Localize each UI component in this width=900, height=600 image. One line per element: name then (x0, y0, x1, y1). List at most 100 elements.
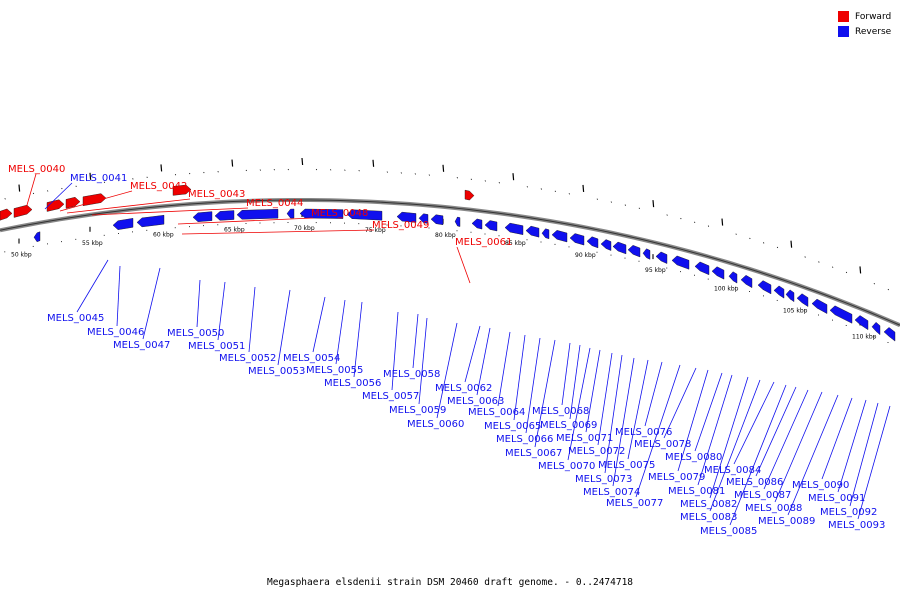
gene-label[interactable]: MELS_0070 (538, 461, 595, 472)
gene-label[interactable]: MELS_0060 (407, 419, 464, 430)
reverse-gene[interactable] (396, 211, 417, 223)
gene-label[interactable]: MELS_0089 (758, 516, 815, 527)
gene-label[interactable]: MELS_0077 (606, 498, 663, 509)
forward-gene[interactable] (172, 184, 192, 196)
gene-label[interactable]: MELS_0090 (792, 480, 849, 491)
reverse-gene[interactable] (796, 293, 809, 307)
gene-label[interactable]: MELS_0086 (726, 477, 783, 488)
gene-label[interactable]: MELS_0075 (598, 460, 655, 471)
gene-label[interactable]: MELS_0054 (283, 353, 340, 364)
gene-label[interactable]: MELS_0087 (734, 490, 791, 501)
forward-gene[interactable] (464, 189, 475, 201)
reverse-gene[interactable] (740, 275, 753, 289)
reverse-gene[interactable] (236, 208, 279, 220)
gene-label[interactable]: MELS_0050 (167, 328, 224, 339)
reverse-gene[interactable] (671, 255, 690, 270)
reverse-gene[interactable] (214, 210, 235, 221)
reverse-gene[interactable] (136, 214, 165, 228)
reverse-gene[interactable] (711, 266, 725, 280)
forward-gene[interactable] (0, 208, 13, 221)
gene-label[interactable]: MELS_0092 (820, 507, 877, 518)
gene-label[interactable]: MELS_0076 (615, 427, 672, 438)
gene-label[interactable]: MELS_0059 (389, 405, 446, 416)
reverse-gene[interactable] (504, 222, 524, 235)
gene-label[interactable]: MELS_0085 (700, 526, 757, 537)
reverse-gene[interactable] (785, 289, 795, 303)
reverse-gene[interactable] (883, 327, 896, 342)
gene-label[interactable]: MELS_0053 (248, 366, 305, 377)
gene-label[interactable]: MELS_0073 (575, 474, 632, 485)
gene-label[interactable]: MELS_0091 (808, 493, 865, 504)
reverse-gene[interactable] (33, 231, 41, 243)
gene-label[interactable]: MELS_0083 (680, 512, 737, 523)
gene-label[interactable]: MELS_0061 (455, 237, 512, 248)
reverse-gene[interactable] (299, 208, 344, 219)
forward-gene[interactable] (13, 204, 33, 218)
gene-label[interactable]: MELS_0068 (532, 406, 589, 417)
reverse-gene[interactable] (541, 228, 550, 240)
reverse-gene[interactable] (586, 236, 599, 249)
reverse-gene[interactable] (773, 285, 785, 299)
gene-label[interactable]: MELS_0046 (87, 327, 144, 338)
reverse-gene[interactable] (612, 241, 627, 255)
gene-label[interactable]: MELS_0055 (306, 365, 363, 376)
gene-label[interactable]: MELS_0049 (372, 220, 429, 231)
gene-label[interactable]: MELS_0071 (556, 433, 613, 444)
reverse-gene[interactable] (854, 315, 869, 331)
reverse-gene[interactable] (286, 208, 295, 219)
gene-label[interactable]: MELS_0044 (246, 198, 303, 209)
reverse-gene[interactable] (871, 322, 881, 336)
reverse-gene[interactable] (694, 261, 710, 276)
reverse-gene[interactable] (829, 305, 853, 324)
reverse-gene[interactable] (627, 245, 641, 258)
gene-label[interactable]: MELS_0064 (468, 407, 525, 418)
gene-label[interactable]: MELS_0062 (435, 383, 492, 394)
gene-label[interactable]: MELS_0057 (362, 391, 419, 402)
gene-label[interactable]: MELS_0078 (634, 439, 691, 450)
gene-label[interactable]: MELS_0058 (383, 369, 440, 380)
gene-label[interactable]: MELS_0067 (505, 448, 562, 459)
gene-label[interactable]: MELS_0069 (540, 420, 597, 431)
gene-label[interactable]: MELS_0042 (130, 181, 187, 192)
gene-label[interactable]: MELS_0066 (496, 434, 553, 445)
gene-label[interactable]: MELS_0079 (648, 472, 705, 483)
gene-label[interactable]: MELS_0040 (8, 164, 65, 175)
gene-label[interactable]: MELS_0080 (665, 452, 722, 463)
gene-label[interactable]: MELS_0047 (113, 340, 170, 351)
gene-label[interactable]: MELS_0074 (583, 487, 640, 498)
reverse-gene[interactable] (551, 230, 568, 243)
gene-label[interactable]: MELS_0081 (668, 486, 725, 497)
gene-label[interactable]: MELS_0051 (188, 341, 245, 352)
gene-label[interactable]: MELS_0045 (47, 313, 104, 324)
reverse-gene[interactable] (454, 216, 461, 227)
reverse-gene[interactable] (471, 218, 483, 230)
reverse-gene[interactable] (642, 248, 651, 260)
reverse-gene[interactable] (655, 251, 668, 264)
reverse-gene[interactable] (569, 233, 585, 246)
gene-label[interactable]: MELS_0093 (828, 520, 885, 531)
reverse-gene[interactable] (525, 225, 540, 238)
gene-label[interactable]: MELS_0043 (188, 189, 245, 200)
gene-label[interactable]: MELS_0063 (447, 396, 504, 407)
gene-label[interactable]: MELS_0065 (484, 421, 541, 432)
reverse-gene[interactable] (192, 211, 213, 223)
reverse-gene[interactable] (484, 220, 498, 232)
reverse-gene[interactable] (728, 271, 738, 284)
gene-label[interactable]: MELS_0072 (568, 446, 625, 457)
gene-label[interactable]: MELS_0084 (704, 465, 761, 476)
gene-label[interactable]: MELS_0082 (680, 499, 737, 510)
reverse-gene[interactable] (418, 213, 429, 224)
gene-label[interactable]: MELS_0052 (219, 353, 276, 364)
gene-label[interactable]: MELS_0041 (70, 173, 127, 184)
reverse-gene[interactable] (757, 280, 772, 295)
reverse-gene[interactable] (600, 239, 612, 251)
gene-label[interactable]: MELS_0048 (311, 208, 368, 219)
forward-gene[interactable] (65, 196, 81, 209)
reverse-gene[interactable] (811, 298, 828, 314)
reverse-gene[interactable] (112, 218, 134, 230)
reverse-gene[interactable] (346, 209, 383, 221)
gene-label[interactable]: MELS_0088 (745, 503, 802, 514)
gene-label[interactable]: MELS_0056 (324, 378, 381, 389)
reverse-gene[interactable] (430, 214, 444, 226)
forward-gene[interactable] (46, 199, 65, 212)
